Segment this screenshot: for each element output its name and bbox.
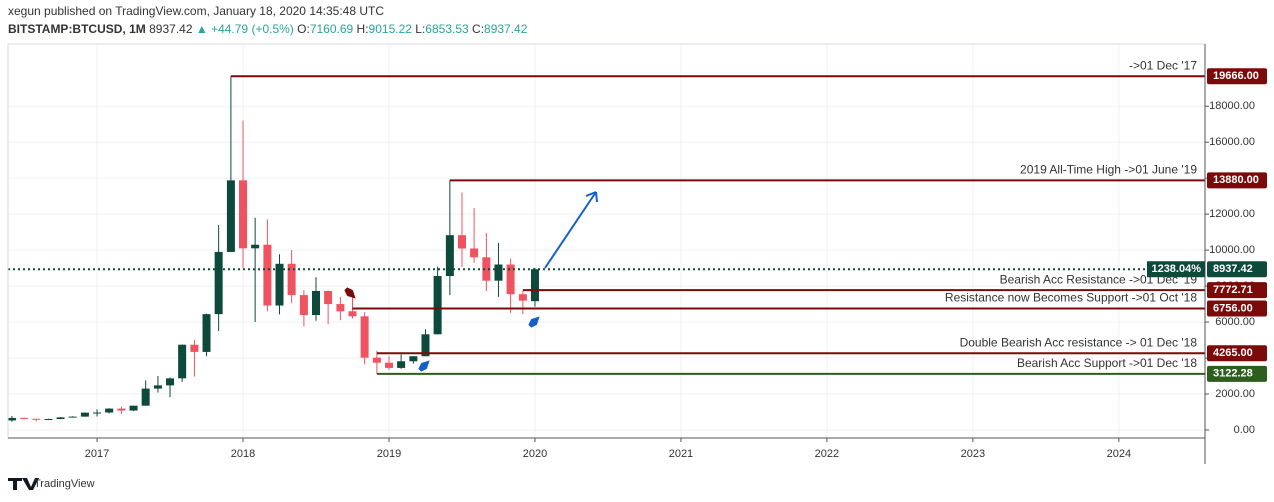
footer-logo [8, 478, 39, 490]
l-val: 6853.53 [425, 22, 469, 36]
candle-body [68, 416, 77, 418]
header-line: BITSTAMP:BTCUSD, 1M 8937.42 ▲ +44.79 (+0… [8, 22, 528, 36]
candle-body [482, 257, 491, 281]
c-val: 8937.42 [484, 22, 528, 36]
candle-body [202, 314, 211, 352]
x-tick-label: 2022 [815, 448, 839, 460]
candle-body [360, 316, 369, 358]
x-tick-label: 2021 [669, 448, 693, 460]
level-tag [1207, 68, 1267, 85]
candle-body [190, 344, 199, 352]
candle-body [494, 264, 503, 281]
candle-body [20, 417, 29, 419]
y-tick-label: 0.00 [1234, 424, 1255, 436]
candle-body [348, 311, 357, 317]
last-price-tag-label: 8937.42 [1213, 263, 1253, 275]
footer-text: TradingView [34, 478, 95, 490]
candle-body [129, 405, 138, 411]
candle-body [409, 356, 418, 362]
candle-body [299, 295, 308, 316]
candle-body [141, 388, 150, 406]
change-tag-label: 1238.04% [1151, 263, 1201, 275]
candle-body [336, 304, 345, 312]
y-tick-label: 6000.00 [1215, 316, 1255, 328]
x-tick-label: 2017 [85, 448, 109, 460]
y-tick-label: 2000.00 [1215, 388, 1255, 400]
level-tag-label: 3122.28 [1213, 368, 1253, 380]
candle-body [44, 419, 53, 421]
candle-body [275, 263, 284, 306]
candle-body [470, 248, 479, 258]
level-tag [1207, 300, 1267, 317]
candle-body [214, 251, 223, 315]
candle-body [324, 290, 333, 305]
level-text: Bearish Acc Support ->01 Dec '18 [1017, 356, 1197, 370]
o-val: 7160.69 [310, 22, 354, 36]
candle-body [93, 412, 102, 414]
level-tag-label: 19666.00 [1213, 70, 1259, 82]
x-tick-label: 2024 [1107, 448, 1131, 460]
publish-line: xegun published on TradingView.com, Janu… [8, 4, 384, 18]
candle-body [7, 417, 16, 421]
candle-body [312, 290, 321, 316]
candle-body [239, 180, 248, 249]
candle-body [263, 244, 272, 306]
last-price-tag [1207, 261, 1267, 278]
level-tag-label: 7772.71 [1213, 284, 1253, 296]
h-val: 9015.22 [369, 22, 413, 36]
candle-body [178, 344, 187, 379]
projection-arrow [544, 191, 598, 269]
candle-body [506, 264, 515, 295]
candle-body [457, 235, 466, 249]
candle-body [421, 334, 430, 357]
candle-body [226, 180, 235, 252]
candle-body [518, 294, 527, 301]
c-key: C: [472, 22, 484, 36]
symbol: BITSTAMP:BTCUSD, 1M [8, 22, 146, 36]
candle-body [372, 357, 381, 363]
change-tag [1147, 261, 1205, 278]
candle-body [32, 418, 41, 420]
candle-body [153, 385, 162, 389]
level-tag-label: 4265.00 [1213, 347, 1253, 359]
y-tick-label: 18000.00 [1209, 100, 1255, 112]
level-text: Double Bearish Acc resistance -> 01 Dec … [960, 335, 1198, 349]
y-tick-label: 12000.00 [1209, 208, 1255, 220]
level-tag-label: 13880.00 [1213, 174, 1259, 186]
x-tick-label: 2018 [231, 448, 255, 460]
level-tag [1207, 282, 1267, 299]
x-tick-label: 2020 [523, 448, 547, 460]
level-tag [1207, 345, 1267, 362]
level-tag [1207, 365, 1267, 382]
candle-body [166, 378, 175, 386]
y-tick-label: 10000.00 [1209, 244, 1255, 256]
candle-body [56, 417, 65, 420]
x-tick-label: 2023 [961, 448, 985, 460]
candle-body [251, 244, 260, 249]
y-tick-label: 16000.00 [1209, 136, 1255, 148]
candle-body [433, 276, 442, 335]
candle-body [384, 362, 393, 368]
candle-body [530, 269, 539, 302]
level-text: 2019 All-Time High ->01 June '19 [1020, 163, 1197, 177]
change: ▲ +44.79 (+0.5%) [196, 22, 294, 36]
candle-body [397, 361, 406, 368]
last: 8937.42 [149, 22, 193, 36]
candle-body [105, 408, 114, 413]
level-tag-label: 6756.00 [1213, 302, 1253, 314]
x-tick-label: 2019 [377, 448, 401, 460]
level-tag [1207, 172, 1267, 189]
l-key: L: [415, 22, 425, 36]
candle-body [445, 235, 454, 277]
level-text: Resistance now Becomes Support ->01 Oct … [945, 291, 1197, 305]
candle-body [80, 412, 89, 417]
level-text: ->01 Dec '17 [1129, 58, 1197, 72]
candle-body [287, 263, 296, 296]
candle-body [117, 408, 126, 411]
o-key: O: [297, 22, 310, 36]
h-key: H: [357, 22, 369, 36]
